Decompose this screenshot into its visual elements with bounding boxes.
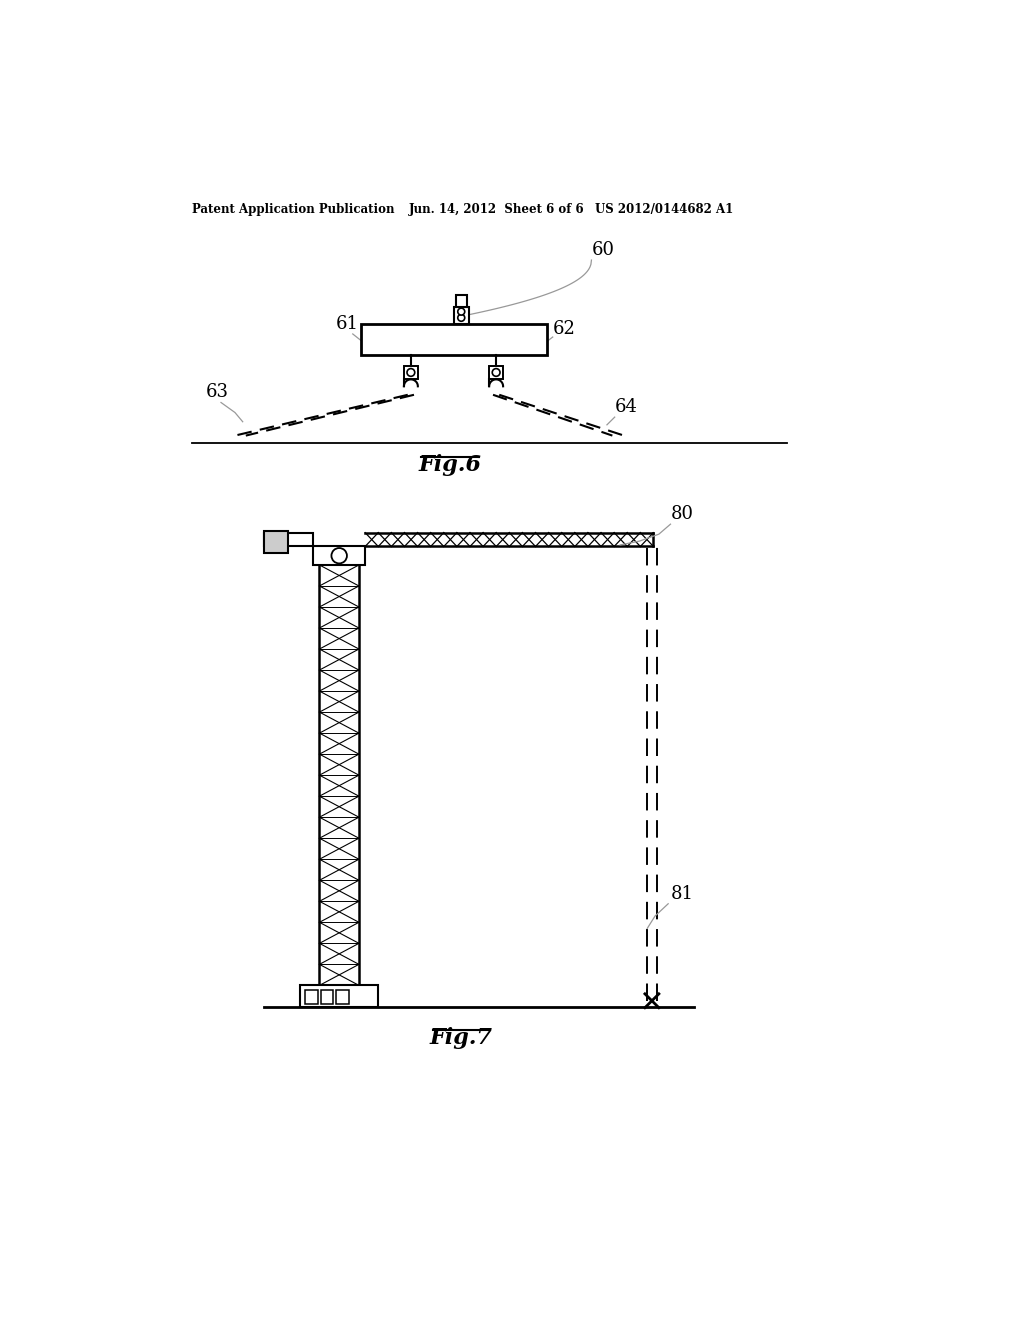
Text: US 2012/0144682 A1: US 2012/0144682 A1 <box>595 203 733 216</box>
FancyBboxPatch shape <box>489 366 503 379</box>
Text: Fig.6: Fig.6 <box>418 454 481 477</box>
FancyBboxPatch shape <box>263 531 289 553</box>
Text: Patent Application Publication: Patent Application Publication <box>191 203 394 216</box>
Circle shape <box>332 548 347 564</box>
Text: 61: 61 <box>336 315 358 334</box>
FancyBboxPatch shape <box>313 546 366 565</box>
FancyBboxPatch shape <box>360 323 547 355</box>
FancyBboxPatch shape <box>321 990 334 1003</box>
Circle shape <box>407 368 415 376</box>
FancyBboxPatch shape <box>305 990 317 1003</box>
Text: 60: 60 <box>592 240 614 259</box>
FancyBboxPatch shape <box>456 294 467 308</box>
Circle shape <box>493 368 500 376</box>
Text: 80: 80 <box>671 504 693 523</box>
Text: 63: 63 <box>206 383 228 401</box>
Text: 64: 64 <box>614 399 638 417</box>
FancyBboxPatch shape <box>403 366 418 379</box>
FancyBboxPatch shape <box>300 985 378 1007</box>
FancyBboxPatch shape <box>454 308 469 323</box>
FancyBboxPatch shape <box>263 533 313 546</box>
Text: 62: 62 <box>553 319 575 338</box>
Text: Jun. 14, 2012  Sheet 6 of 6: Jun. 14, 2012 Sheet 6 of 6 <box>409 203 584 216</box>
Circle shape <box>458 308 465 315</box>
Text: 81: 81 <box>671 886 693 903</box>
FancyBboxPatch shape <box>337 990 349 1003</box>
Circle shape <box>458 314 465 321</box>
Text: Fig.7: Fig.7 <box>430 1027 493 1049</box>
